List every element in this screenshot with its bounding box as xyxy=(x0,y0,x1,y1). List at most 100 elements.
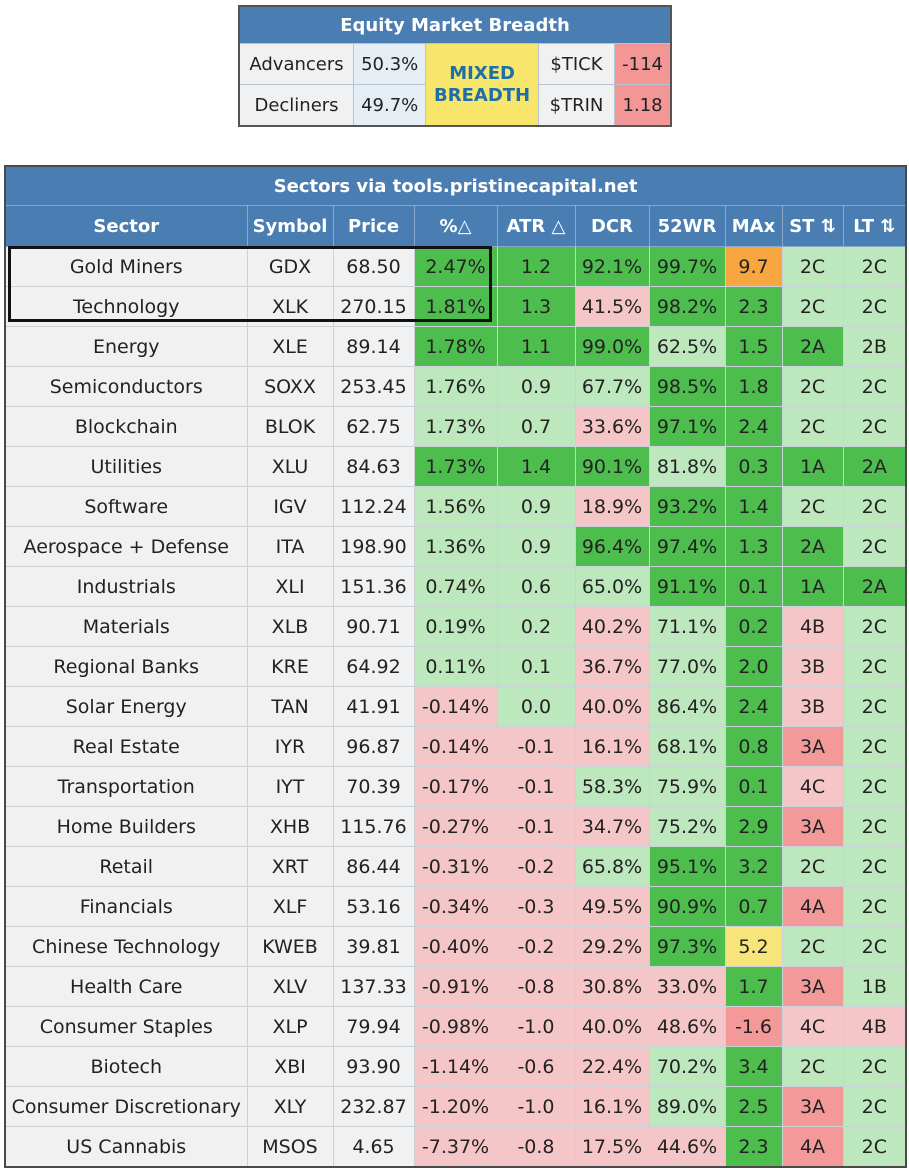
52wr-cell: 68.1% xyxy=(648,726,726,767)
col-header-52wr[interactable]: 52WR xyxy=(648,205,726,247)
max-cell: 2.4 xyxy=(724,406,783,447)
dcr-cell: 92.1% xyxy=(574,246,650,287)
pct-change-cell: -0.17% xyxy=(413,766,498,807)
st-rating-cell: 4C xyxy=(781,766,844,807)
sector-name-cell: Gold Miners xyxy=(4,246,248,287)
trin-label: $TRIN xyxy=(537,84,616,127)
symbol-cell: XLY xyxy=(246,1086,334,1127)
st-rating-cell: 2C xyxy=(781,286,844,327)
atr-change-cell: 1.2 xyxy=(496,246,576,287)
dcr-cell: 49.5% xyxy=(574,886,650,927)
table-row: Gold Miners GDX 68.50 2.47% 1.2 92.1% 99.7% 9.7… xyxy=(4,246,907,287)
col-header-pct-change[interactable]: %△ xyxy=(413,205,498,247)
sector-name-cell: Consumer Discretionary xyxy=(4,1086,248,1127)
max-cell: 9.7 xyxy=(724,246,783,287)
pct-change-cell: 1.73% xyxy=(413,406,498,447)
max-cell: 1.5 xyxy=(724,326,783,367)
price-cell: 115.76 xyxy=(332,806,415,847)
lt-rating-cell: 2C xyxy=(842,646,907,687)
atr-change-cell: 0.6 xyxy=(496,566,576,607)
st-rating-cell: 2A xyxy=(781,326,844,367)
52wr-cell: 71.1% xyxy=(648,606,726,647)
pct-change-cell: 1.76% xyxy=(413,366,498,407)
dcr-cell: 96.4% xyxy=(574,526,650,567)
col-header-sector[interactable]: Sector xyxy=(4,205,248,247)
sector-name-cell: Materials xyxy=(4,606,248,647)
max-cell: 0.2 xyxy=(724,606,783,647)
symbol-cell: XLV xyxy=(246,966,334,1007)
table-row: Transportation IYT 70.39 -0.17% -0.1 58.3% 75.… xyxy=(4,766,907,807)
lt-rating-cell: 2C xyxy=(842,766,907,807)
max-cell: -1.6 xyxy=(724,1006,783,1047)
sector-name-cell: Health Care xyxy=(4,966,248,1007)
max-cell: 1.3 xyxy=(724,526,783,567)
dcr-cell: 99.0% xyxy=(574,326,650,367)
52wr-cell: 75.2% xyxy=(648,806,726,847)
table-row: Materials XLB 90.71 0.19% 0.2 40.2% 71.1% 0.2 4B… xyxy=(4,606,907,647)
price-cell: 90.71 xyxy=(332,606,415,647)
52wr-cell: 75.9% xyxy=(648,766,726,807)
pct-change-cell: 2.47% xyxy=(413,246,498,287)
st-rating-cell: 1A xyxy=(781,566,844,607)
lt-rating-cell: 2C xyxy=(842,926,907,967)
st-rating-cell: 2C xyxy=(781,406,844,447)
symbol-cell: XLU xyxy=(246,446,334,487)
col-header-max[interactable]: MAx xyxy=(724,205,783,247)
dcr-cell: 34.7% xyxy=(574,806,650,847)
52wr-cell: 97.1% xyxy=(648,406,726,447)
symbol-cell: XRT xyxy=(246,846,334,887)
price-cell: 53.16 xyxy=(332,886,415,927)
dcr-cell: 90.1% xyxy=(574,446,650,487)
max-cell: 0.1 xyxy=(724,566,783,607)
sector-name-cell: Semiconductors xyxy=(4,366,248,407)
col-header-st[interactable]: ST ⇅ xyxy=(781,205,844,247)
pct-change-cell: 1.56% xyxy=(413,486,498,527)
sector-name-cell: Industrials xyxy=(4,566,248,607)
col-header-symbol[interactable]: Symbol xyxy=(246,205,334,247)
price-cell: 70.39 xyxy=(332,766,415,807)
pct-change-cell: -0.34% xyxy=(413,886,498,927)
status-line-1: MIXED xyxy=(449,62,515,84)
col-header-price[interactable]: Price xyxy=(332,205,415,247)
decliners-value: 49.7% xyxy=(353,84,427,127)
atr-change-cell: -0.2 xyxy=(496,926,576,967)
max-cell: 0.8 xyxy=(724,726,783,767)
pct-change-cell: -0.98% xyxy=(413,1006,498,1047)
dcr-cell: 65.8% xyxy=(574,846,650,887)
breadth-title: Equity Market Breadth xyxy=(239,6,671,44)
lt-rating-cell: 2A xyxy=(842,446,907,487)
dcr-cell: 22.4% xyxy=(574,1046,650,1087)
st-rating-cell: 2C xyxy=(781,846,844,887)
sector-name-cell: Transportation xyxy=(4,766,248,807)
col-header-dcr[interactable]: DCR xyxy=(574,205,650,247)
sector-name-cell: Blockchain xyxy=(4,406,248,447)
table-row: Software IGV 112.24 1.56% 0.9 18.9% 93.2% 1.4 2C… xyxy=(4,486,907,527)
atr-change-cell: -0.1 xyxy=(496,726,576,767)
st-rating-cell: 2C xyxy=(781,246,844,287)
table-row: Retail XRT 86.44 -0.31% -0.2 65.8% 95.1% 3.2 2C 2… xyxy=(4,846,907,887)
price-cell: 112.24 xyxy=(332,486,415,527)
col-header-atr-change[interactable]: ATR △ xyxy=(496,205,576,247)
atr-change-cell: -1.0 xyxy=(496,1006,576,1047)
breadth-status-badge: MIXED BREADTH xyxy=(425,43,539,127)
table-row: Aerospace + Defense ITA 198.90 1.36% 0.9 96.4… xyxy=(4,526,907,567)
52wr-cell: 97.3% xyxy=(648,926,726,967)
max-cell: 0.7 xyxy=(724,886,783,927)
col-header-lt[interactable]: LT ⇅ xyxy=(842,205,907,247)
lt-rating-cell: 2C xyxy=(842,1046,907,1087)
symbol-cell: KWEB xyxy=(246,926,334,967)
lt-rating-cell: 2C xyxy=(842,486,907,527)
max-cell: 2.9 xyxy=(724,806,783,847)
max-cell: 3.2 xyxy=(724,846,783,887)
sectors-table: Sectors via tools.pristinecapital.net Se… xyxy=(4,165,908,1168)
lt-rating-cell: 2C xyxy=(842,686,907,727)
dcr-cell: 65.0% xyxy=(574,566,650,607)
max-cell: 2.3 xyxy=(724,1126,783,1168)
52wr-cell: 99.7% xyxy=(648,246,726,287)
symbol-cell: BLOK xyxy=(246,406,334,447)
dcr-cell: 18.9% xyxy=(574,486,650,527)
price-cell: 89.14 xyxy=(332,326,415,367)
sector-name-cell: US Cannabis xyxy=(4,1126,248,1168)
price-cell: 84.63 xyxy=(332,446,415,487)
dcr-cell: 40.0% xyxy=(574,686,650,727)
